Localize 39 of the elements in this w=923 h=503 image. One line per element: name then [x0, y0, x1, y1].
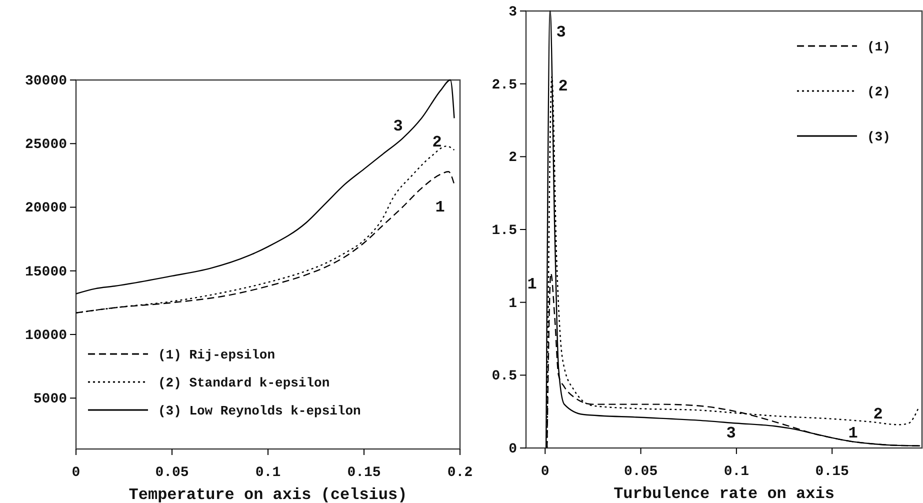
annotation: 1 — [527, 276, 537, 294]
legend-label: (3) Low Reynolds k-epsilon — [158, 404, 362, 419]
x-tick-label: 0.15 — [347, 465, 381, 482]
y-tick-label: 3 — [508, 4, 517, 20]
x-tick-label: 0.05 — [155, 465, 189, 482]
x-tick-label: 0.05 — [624, 464, 658, 480]
y-tick-label: 2.5 — [492, 77, 517, 94]
x-tick-label: 0.1 — [255, 465, 281, 482]
legend-label: (2) — [867, 84, 890, 100]
y-tick-label: 0.5 — [492, 368, 517, 385]
annotation: 3 — [393, 118, 403, 136]
annotation: 2 — [432, 134, 442, 152]
y-tick-label: 1.5 — [492, 222, 517, 239]
y-tick-label: 5000 — [33, 392, 67, 408]
x-tick-label: 0.2 — [447, 465, 473, 482]
y-tick-label: 1 — [508, 296, 517, 312]
x-axis-title: Temperature on axis (celsius) — [128, 486, 408, 503]
x-tick-label: 0 — [540, 464, 550, 480]
y-tick-label: 25000 — [24, 137, 67, 154]
y-tick-label: 10000 — [24, 328, 67, 344]
legend-label: (1) Rij-epsilon — [158, 348, 276, 363]
annotation: 3 — [556, 24, 566, 42]
annotation: 3 — [726, 424, 736, 443]
x-tick-label: 0.1 — [724, 464, 750, 480]
annotation: 2 — [558, 78, 568, 96]
annotation: 1 — [435, 198, 445, 217]
y-tick-label: 2 — [508, 150, 517, 166]
legend-label: (2) Standard k-epsilon — [158, 376, 330, 391]
y-tick-label: 30000 — [24, 73, 67, 90]
annotation: 1 — [848, 424, 858, 443]
y-tick-label: 20000 — [24, 200, 67, 217]
y-tick-label: 0 — [508, 441, 517, 458]
x-tick-label: 0 — [72, 465, 80, 482]
x-axis-title: Turbulence rate on axis — [614, 485, 834, 503]
y-tick-label: 15000 — [24, 264, 67, 280]
legend-label: (3) — [867, 130, 890, 145]
annotation: 2 — [873, 406, 883, 424]
x-tick-label: 0.15 — [815, 464, 849, 480]
legend-label: (1) — [867, 40, 890, 55]
